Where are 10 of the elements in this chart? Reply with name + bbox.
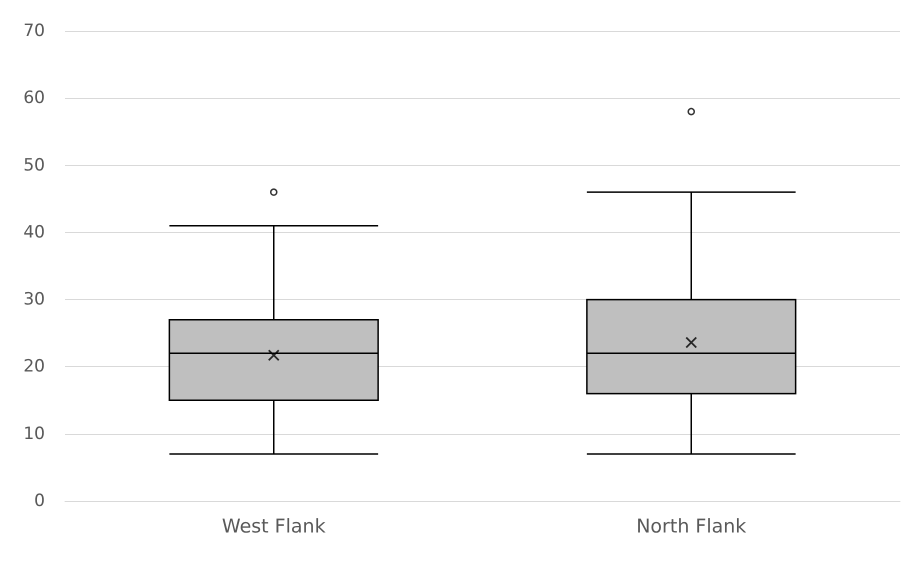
y-tick-label: 20	[23, 356, 45, 377]
x-tick-label: West Flank	[222, 516, 326, 538]
y-tick-label: 10	[23, 424, 45, 444]
y-tick-label: 50	[23, 155, 45, 176]
y-tick-label: 0	[34, 491, 45, 511]
y-tick-label: 70	[23, 21, 45, 41]
y-tick-label: 40	[23, 222, 45, 242]
x-tick-label: North Flank	[636, 516, 746, 538]
y-tick-label: 60	[23, 88, 45, 108]
y-tick-label: 30	[23, 290, 45, 310]
